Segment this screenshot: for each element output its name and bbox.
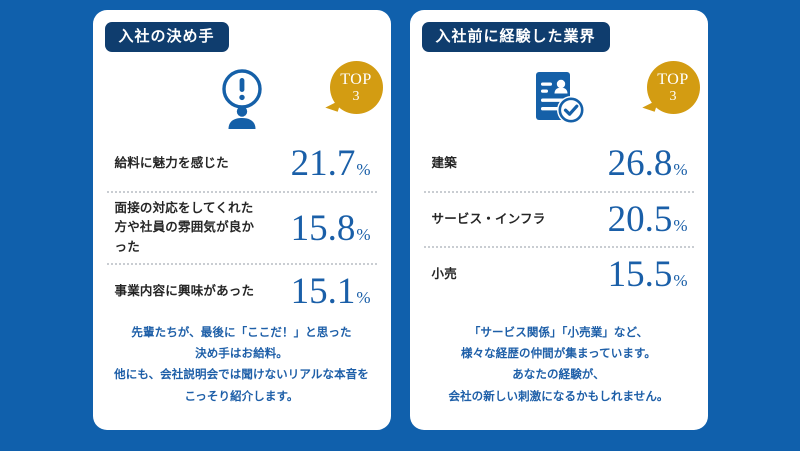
- top3-badge-rank: 3: [352, 88, 360, 104]
- card-icon-container: [93, 67, 391, 133]
- top3-badge: TOP 3: [329, 61, 383, 114]
- note-line: 会社の新しい刺激になるかもしれません。: [448, 390, 669, 403]
- stat-value: 15.5%: [608, 256, 692, 293]
- stat-list: 建築 26.8% サービス・インフラ 20.5% 小売 15.5%: [423, 136, 694, 301]
- stat-list: 給料に魅力を感じた 21.7% 面接の対応をしてくれた方や社員の雰囲気が良かった…: [106, 136, 377, 318]
- stat-number: 15.8: [290, 207, 356, 249]
- stat-label: サービス・インフラ: [431, 211, 546, 226]
- stat-unit: %: [356, 160, 371, 179]
- note-line: 様々な経歴の仲間が集まっています。: [460, 348, 656, 361]
- stat-unit: %: [673, 216, 688, 235]
- stat-value: 15.1%: [291, 273, 375, 310]
- stat-row: 面接の対応をしてくれた方や社員の雰囲気が良かった 15.8%: [106, 191, 377, 263]
- stat-value: 20.5%: [608, 201, 692, 238]
- id-card-check-icon: [530, 68, 588, 133]
- note-line: こっそり紹介します。: [184, 390, 299, 403]
- card-decision-factors: 入社の決め手 TOP 3 給料に魅力を感じた 21.7%: [92, 10, 391, 430]
- stat-value: 21.7%: [291, 145, 375, 182]
- stat-label: 事業内容に興味があった: [114, 283, 255, 298]
- note-line: 決め手はお給料。: [195, 348, 288, 361]
- note-line: 他にも、会社説明会では聞けないリアルな本音を: [114, 369, 369, 382]
- person-exclamation-icon: [216, 67, 268, 134]
- card-icon-container: [410, 67, 708, 133]
- stat-label: 面接の対応をしてくれた方や社員の雰囲気が良かった: [114, 201, 255, 254]
- stat-value: 26.8%: [608, 145, 692, 182]
- card-title-badge: 入社前に経験した業界: [421, 22, 610, 52]
- note-line: 「サービス関係」「小売業」など、: [468, 326, 649, 339]
- stat-value: 15.8%: [291, 210, 375, 247]
- stat-unit: %: [673, 271, 688, 290]
- stat-row: 事業内容に興味があった 15.1%: [106, 263, 377, 318]
- stat-number: 15.1: [290, 271, 356, 313]
- top3-badge: TOP 3: [646, 61, 700, 114]
- stat-unit: %: [356, 288, 371, 308]
- top3-badge-label: TOP: [340, 70, 372, 88]
- stat-label: 小売: [431, 266, 457, 281]
- stat-row: 建築 26.8%: [424, 136, 694, 191]
- card-note: 「サービス関係」「小売業」など、 様々な経歴の仲間が集まっています。 あなたの経…: [424, 323, 694, 408]
- top3-badge-rank: 3: [669, 88, 677, 104]
- stat-row: サービス・インフラ 20.5%: [423, 191, 694, 246]
- stat-number: 15.5: [607, 254, 673, 295]
- card-previous-industries: 入社前に経験した業界 TOP 3: [409, 10, 708, 430]
- stat-number: 21.7: [290, 143, 356, 184]
- top3-badge-label: TOP: [657, 70, 689, 88]
- stat-label: 建築: [431, 155, 457, 170]
- stat-unit: %: [356, 224, 371, 244]
- stat-unit: %: [673, 160, 688, 179]
- stat-label: 給料に魅力を感じた: [114, 155, 229, 170]
- note-line: 先輩たちが、最後に「ここだ！」と思った: [131, 326, 352, 339]
- stat-row: 給料に魅力を感じた 21.7%: [107, 136, 377, 191]
- stat-row: 小売 15.5%: [423, 246, 694, 301]
- stat-number: 26.8: [607, 143, 673, 184]
- card-title-badge: 入社の決め手: [104, 22, 229, 52]
- stat-number: 20.5: [607, 199, 673, 240]
- card-note: 先輩たちが、最後に「ここだ！」と思った 決め手はお給料。 他にも、会社説明会では…: [107, 323, 377, 408]
- note-line: あなたの経験が、: [512, 369, 605, 382]
